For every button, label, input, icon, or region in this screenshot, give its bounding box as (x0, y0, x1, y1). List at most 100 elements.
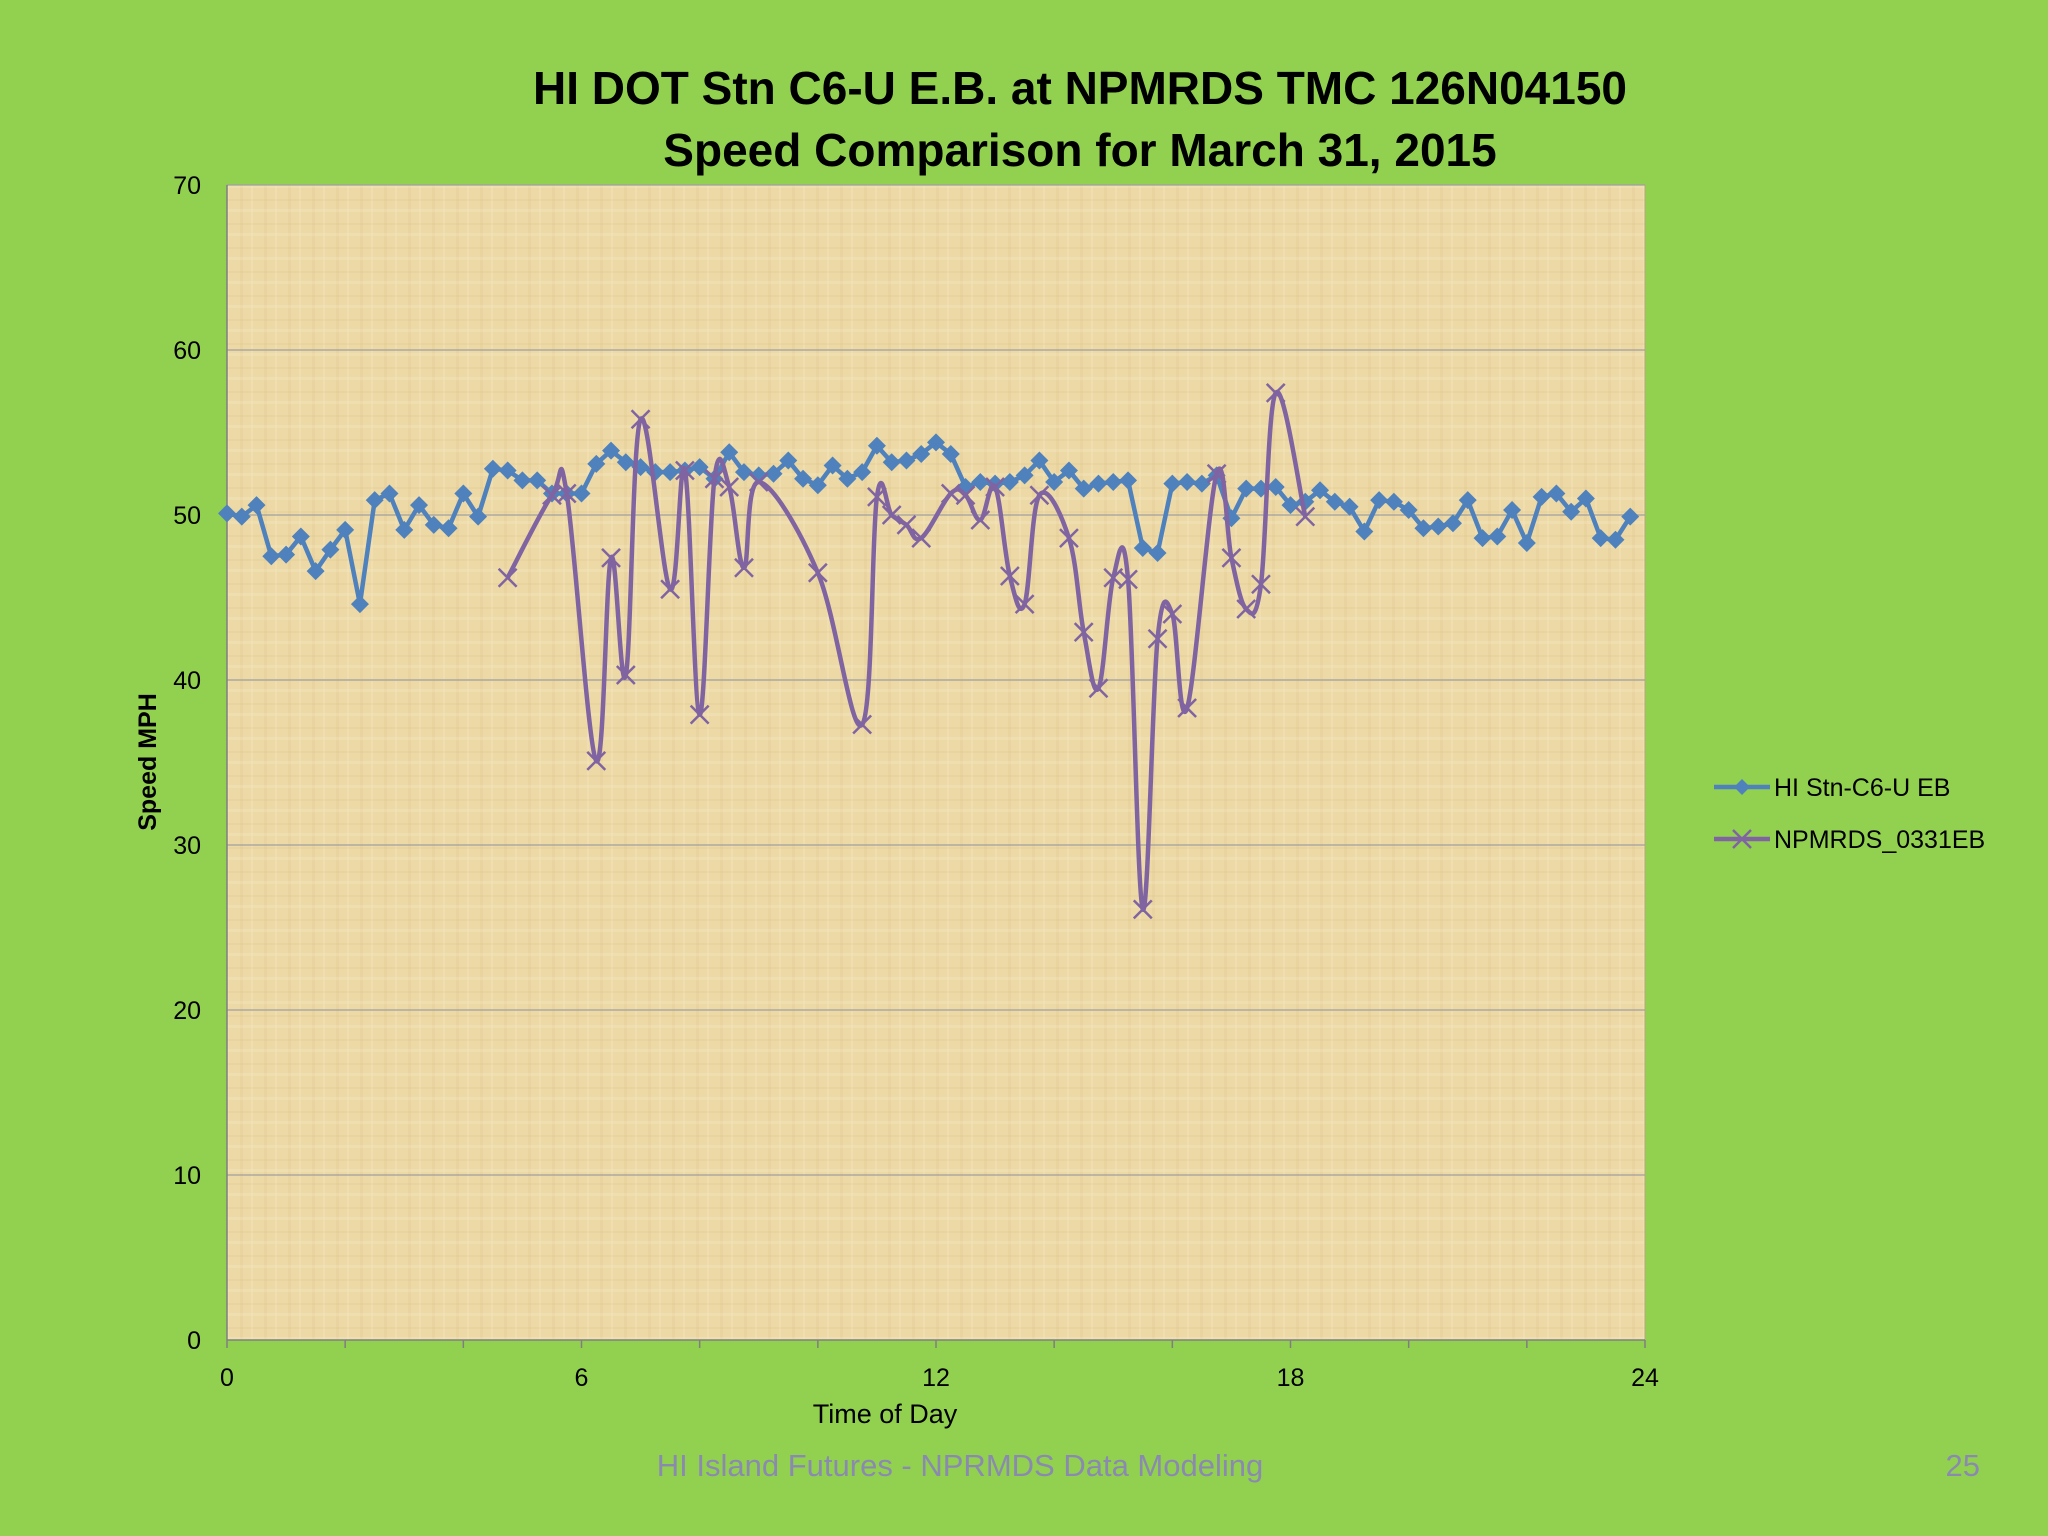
data-point (1562, 502, 1581, 521)
legend-label: NPMRDS_0331EB (1774, 826, 1985, 854)
x-tick-label: 6 (575, 1364, 589, 1392)
data-point (1074, 479, 1093, 498)
data-point (675, 460, 695, 481)
data-point (1355, 522, 1374, 541)
data-point (734, 557, 754, 578)
data-point (1414, 519, 1433, 538)
legend-item: NPMRDS_0331EB (1714, 826, 1985, 854)
data-point (1503, 501, 1522, 520)
data-point (689, 704, 710, 725)
data-point (572, 484, 591, 503)
footer-text: HI Island Futures - NPRMDS Data Modeling (656, 1448, 1264, 1483)
data-point (661, 463, 680, 482)
legend-marker (1734, 779, 1750, 795)
data-point (601, 548, 621, 568)
data-point (704, 468, 725, 489)
data-point (1119, 471, 1138, 490)
data-point (1517, 534, 1536, 553)
data-point (881, 505, 902, 525)
y-tick-label: 30 (173, 832, 201, 860)
data-point (1073, 622, 1094, 643)
y-tick-label: 50 (173, 502, 201, 530)
data-point (734, 463, 753, 482)
data-point (1281, 496, 1300, 515)
data-point (1059, 528, 1079, 548)
data-point (321, 540, 340, 559)
data-point (1192, 474, 1211, 493)
y-tick-label: 20 (173, 997, 201, 1025)
data-point (1295, 506, 1316, 527)
legend: HI Stn-C6-U EB NPMRDS_0331EB (1714, 774, 1985, 854)
data-point (1340, 497, 1359, 516)
data-point (1030, 451, 1049, 470)
data-point (838, 469, 857, 488)
data-point (1532, 487, 1551, 506)
data-point (615, 665, 636, 685)
data-point (882, 453, 901, 472)
data-point (1118, 569, 1138, 590)
y-tick-label: 10 (173, 1162, 201, 1190)
data-point (941, 444, 960, 463)
data-point (690, 458, 709, 477)
chart-title: HI DOT Stn C6-U E.B. at NPMRDS TMC 126N0… (532, 62, 1627, 114)
data-point (720, 443, 739, 462)
data-point (779, 451, 798, 470)
data-point (955, 485, 976, 506)
data-point (630, 409, 651, 430)
data-point (1266, 477, 1285, 496)
data-point (1370, 491, 1389, 510)
data-point (1178, 473, 1197, 491)
data-point (1325, 492, 1344, 511)
data-point (807, 562, 828, 583)
data-point (1606, 530, 1625, 549)
data-point (1000, 473, 1019, 491)
data-point (808, 476, 827, 495)
data-point (336, 520, 355, 539)
data-point (897, 451, 916, 470)
series (218, 383, 1640, 920)
plot-area (226, 184, 1646, 1341)
data-point (498, 461, 517, 480)
legend-item: HI Stn-C6-U EB (1714, 774, 1950, 802)
data-point (911, 528, 932, 548)
data-point (556, 483, 577, 504)
y-tick-label: 60 (173, 337, 201, 365)
gridlines (227, 184, 1645, 1176)
x-tick-label: 24 (1631, 1364, 1659, 1392)
data-point (852, 714, 873, 735)
data-point (497, 567, 518, 588)
data-point (1458, 491, 1477, 510)
data-point (1015, 466, 1034, 485)
data-point (985, 477, 1005, 497)
data-point (970, 510, 991, 530)
data-point (1591, 529, 1610, 548)
data-point (1089, 474, 1108, 493)
data-point (1311, 481, 1330, 500)
data-point (853, 463, 872, 482)
data-point (483, 459, 502, 478)
data-point (660, 579, 681, 600)
data-point (1547, 484, 1566, 503)
data-point (1429, 517, 1448, 536)
data-point (586, 750, 607, 771)
data-point (513, 471, 532, 490)
x-axis-label: Time of Day (813, 1399, 958, 1429)
x-tick-label: 0 (220, 1364, 234, 1392)
data-point (380, 484, 399, 503)
data-point (218, 504, 236, 523)
y-tick-label: 70 (173, 172, 201, 200)
data-point (616, 453, 635, 472)
data-point (602, 441, 621, 460)
data-point (469, 507, 488, 526)
data-point (1088, 678, 1109, 699)
data-point (587, 454, 606, 473)
data-point (395, 520, 414, 539)
data-point (424, 515, 443, 534)
data-point (1251, 574, 1271, 595)
data-point (1104, 473, 1123, 491)
data-point (1206, 463, 1227, 484)
data-point (410, 496, 429, 515)
data-point (1148, 543, 1167, 562)
